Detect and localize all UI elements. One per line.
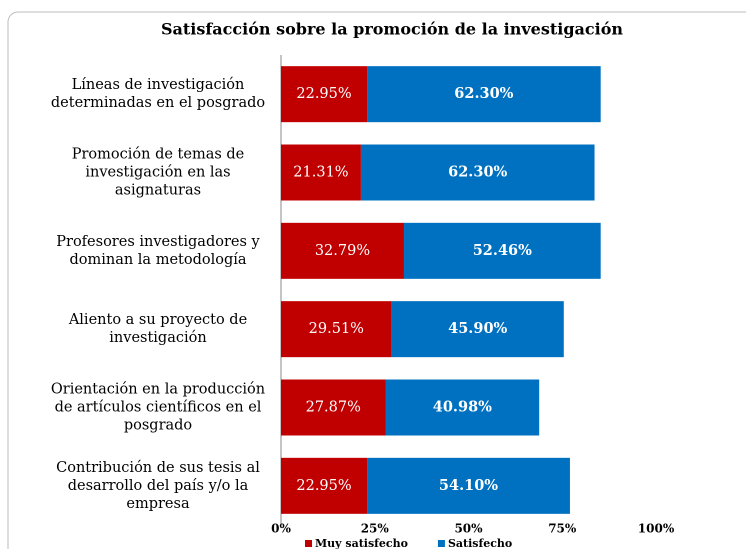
bar-segment <box>367 457 570 514</box>
category-label: Contribución de sus tesis al <box>56 460 260 476</box>
legend-swatch <box>305 540 312 547</box>
bar-segment <box>391 301 564 358</box>
x-tick-label: 0% <box>271 522 291 536</box>
value-label: 40.98% <box>433 399 492 416</box>
bar-segment <box>403 222 601 279</box>
value-label: 45.90% <box>448 320 507 337</box>
x-tick-label: 50% <box>454 522 483 536</box>
category-label: Líneas de investigación <box>72 77 245 93</box>
category-label: de artículos científicos en el <box>55 400 262 416</box>
category-label: dominan la metodología <box>69 252 246 268</box>
value-label: 52.46% <box>473 242 532 259</box>
category-label: Orientación en la producción <box>51 382 265 398</box>
chart-title: Satisfacción sobre la promoción de la in… <box>161 20 623 39</box>
category-label: investigación en las <box>85 165 230 181</box>
value-label: 22.95% <box>296 86 351 102</box>
category-label: Promoción de temas de <box>72 147 245 163</box>
legend-label: Muy satisfecho <box>315 537 408 549</box>
bar-segment <box>367 66 601 123</box>
x-tick-label: 100% <box>638 522 675 536</box>
category-label: asignaturas <box>115 183 201 199</box>
category-label: Profesores investigadores y <box>56 234 260 250</box>
category-label: desarrollo del país y/o la <box>68 478 249 494</box>
value-label: 54.10% <box>439 477 498 494</box>
bar-segment <box>281 457 368 514</box>
category-label: determinadas en el posgrado <box>51 95 265 111</box>
value-label: 62.30% <box>448 164 507 181</box>
value-label: 22.95% <box>296 478 351 494</box>
category-label: posgrado <box>124 418 192 434</box>
value-label: 29.51% <box>309 321 364 337</box>
category-label: Aliento a su proyecto de <box>68 312 247 328</box>
value-label: 27.87% <box>306 400 361 416</box>
bar-segment <box>281 301 392 358</box>
value-label: 21.31% <box>293 165 348 181</box>
category-label: empresa <box>126 496 190 512</box>
bar-segment <box>281 379 386 436</box>
bar-segment <box>281 66 368 123</box>
x-tick-label: 75% <box>548 522 577 536</box>
bar-segment <box>360 144 595 201</box>
value-label: 32.79% <box>315 243 370 259</box>
legend-label: Satisfecho <box>448 537 512 549</box>
category-label: investigación <box>109 330 206 346</box>
legend-swatch <box>437 540 445 547</box>
bar-segment <box>281 144 361 201</box>
x-tick-label: 25% <box>361 522 390 536</box>
bar-segment <box>385 379 540 436</box>
bar-segment <box>281 222 404 279</box>
value-label: 62.30% <box>454 85 513 102</box>
